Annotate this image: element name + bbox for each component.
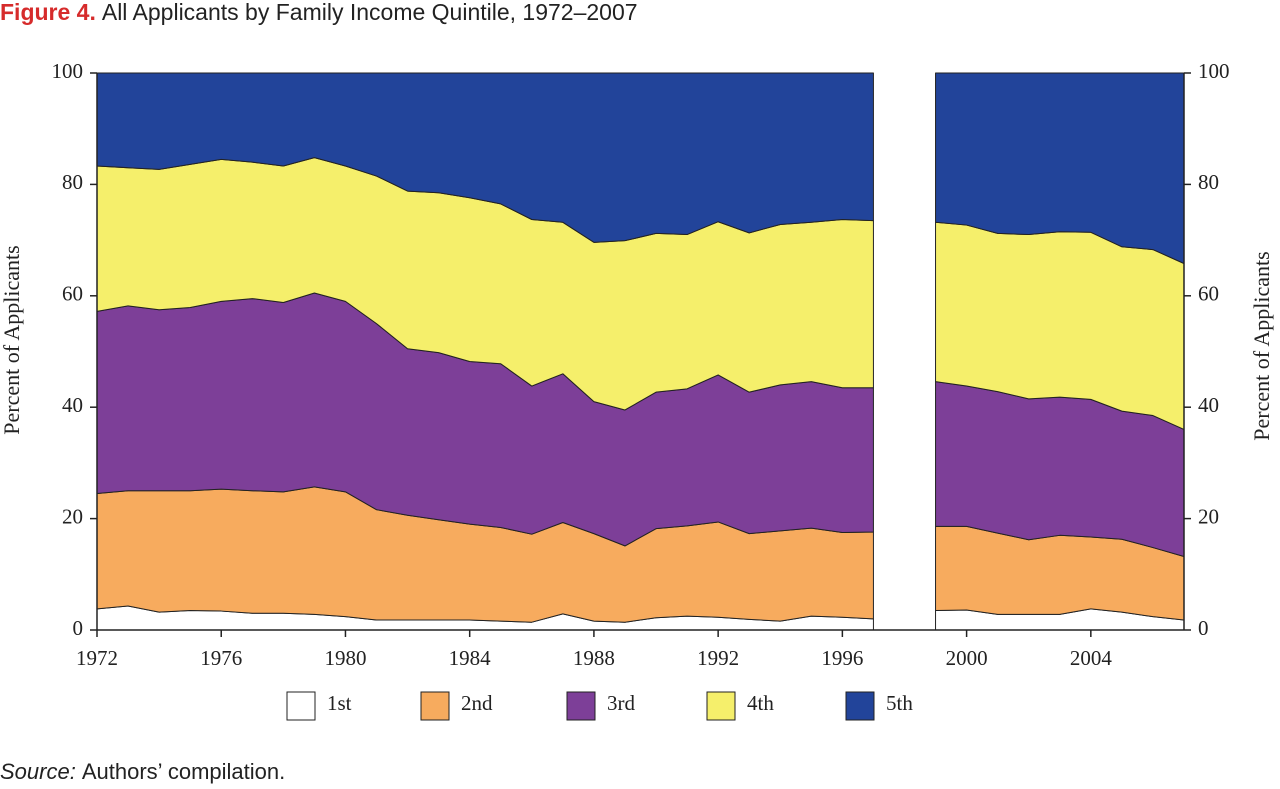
- y-axis-label: Percent of Applicants: [0, 245, 24, 434]
- x-tick-label: 1984: [449, 646, 492, 670]
- y2-axis-label: Percent of Applicants: [1249, 251, 1274, 440]
- y2-tick-label: 100: [1198, 59, 1230, 83]
- x-tick-label: 1988: [573, 646, 615, 670]
- figure-heading: Figure 4. All Applicants by Family Income…: [0, 0, 638, 25]
- legend-label: 3rd: [607, 691, 635, 715]
- figure-label: Figure 4.: [0, 0, 96, 25]
- y-tick-label: 40: [62, 393, 83, 417]
- y-tick-label: 100: [52, 59, 84, 83]
- legend-label: 2nd: [461, 691, 493, 715]
- x-tick-label: 1980: [324, 646, 366, 670]
- area: [96, 72, 874, 243]
- y-tick-label: 0: [73, 616, 84, 640]
- x-tick-label: 1992: [697, 646, 739, 670]
- x-tick-label: 2000: [946, 646, 988, 670]
- y2-tick-label: 40: [1198, 393, 1219, 417]
- legend-swatch: [706, 691, 736, 721]
- source-label: Source:: [0, 759, 76, 784]
- legend-swatch: [420, 691, 450, 721]
- legend-swatch: [845, 691, 875, 721]
- legend-swatch: [566, 691, 596, 721]
- x-tick-label: 1972: [76, 646, 118, 670]
- legend-swatch: [286, 691, 316, 721]
- legend-label: 4th: [747, 691, 774, 715]
- source-text: Authors’ compilation.: [82, 759, 285, 784]
- source-note: Source: Authors’ compilation.: [0, 759, 285, 784]
- y2-tick-label: 80: [1198, 170, 1219, 194]
- x-tick-label: 1996: [821, 646, 863, 670]
- y2-tick-label: 0: [1198, 616, 1209, 640]
- y-tick-label: 60: [62, 282, 83, 306]
- y-tick-label: 20: [62, 504, 83, 528]
- legend-label: 1st: [327, 691, 352, 715]
- y2-tick-label: 60: [1198, 282, 1219, 306]
- y-tick-label: 80: [62, 170, 83, 194]
- y2-tick-label: 20: [1198, 504, 1219, 528]
- x-tick-label: 2004: [1070, 646, 1113, 670]
- legend-label: 5th: [886, 691, 913, 715]
- x-tick-label: 1976: [200, 646, 242, 670]
- chart-title: All Applicants by Family Income Quintile…: [102, 0, 638, 25]
